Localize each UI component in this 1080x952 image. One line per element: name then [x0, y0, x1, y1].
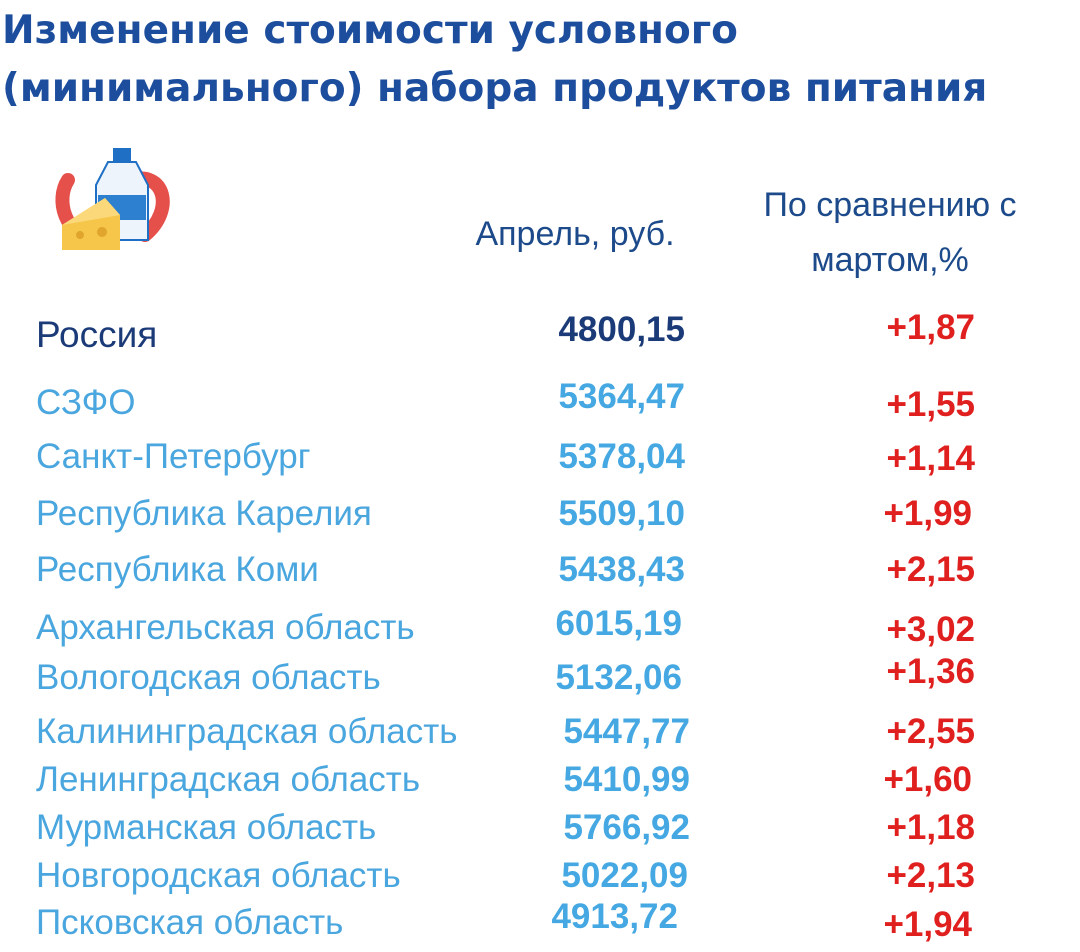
- change-value: +1,18: [886, 808, 975, 847]
- price-value: 5438,43: [558, 550, 685, 589]
- change-value: +3,02: [886, 610, 975, 649]
- column-header: мартом,%: [811, 241, 969, 279]
- region-name: Республика Карелия: [36, 494, 372, 533]
- region-name: Мурманская область: [36, 808, 377, 847]
- price-value: 5364,47: [558, 377, 685, 416]
- price-value: 5410,99: [563, 760, 690, 799]
- price-value: 5509,10: [558, 494, 685, 533]
- title-line: Изменение стоимости условного: [2, 8, 738, 53]
- region-name: Ленинградская область: [36, 760, 421, 799]
- region-name: Санкт-Петербург: [36, 437, 311, 476]
- change-value: +1,99: [883, 494, 972, 533]
- change-value: +1,14: [886, 439, 975, 478]
- change-value: +2,15: [886, 550, 975, 589]
- price-value: 4913,72: [551, 897, 678, 936]
- price-value: 5447,77: [563, 712, 690, 751]
- title-line: (минимального) набора продуктов питания: [2, 66, 988, 111]
- region-name: Калининградская область: [36, 712, 458, 751]
- change-value: +1,94: [883, 905, 972, 944]
- region-name: Республика Коми: [36, 550, 319, 589]
- price-value: 5022,09: [561, 856, 688, 895]
- region-name: Архангельская область: [36, 608, 415, 647]
- change-value: +1,87: [886, 308, 975, 347]
- change-value: +2,13: [886, 856, 975, 895]
- region-name: Новгородская область: [36, 856, 401, 895]
- change-value: +1,60: [883, 760, 972, 799]
- region-name: Псковская область: [36, 903, 344, 942]
- column-header: По сравнению с: [763, 186, 1017, 224]
- change-value: +1,36: [886, 652, 975, 691]
- change-value: +1,55: [886, 385, 975, 424]
- price-value: 5766,92: [563, 808, 690, 847]
- price-value: 5132,06: [555, 658, 682, 697]
- region-name: Россия: [36, 314, 158, 355]
- price-value: 4800,15: [558, 310, 685, 349]
- food-icon: [55, 148, 170, 250]
- price-value: 6015,19: [555, 604, 682, 643]
- column-header: Апрель, руб.: [475, 215, 675, 253]
- region-name: СЗФО: [36, 383, 136, 422]
- region-name: Вологодская область: [36, 658, 381, 697]
- change-value: +2,55: [886, 712, 975, 751]
- price-value: 5378,04: [558, 437, 685, 476]
